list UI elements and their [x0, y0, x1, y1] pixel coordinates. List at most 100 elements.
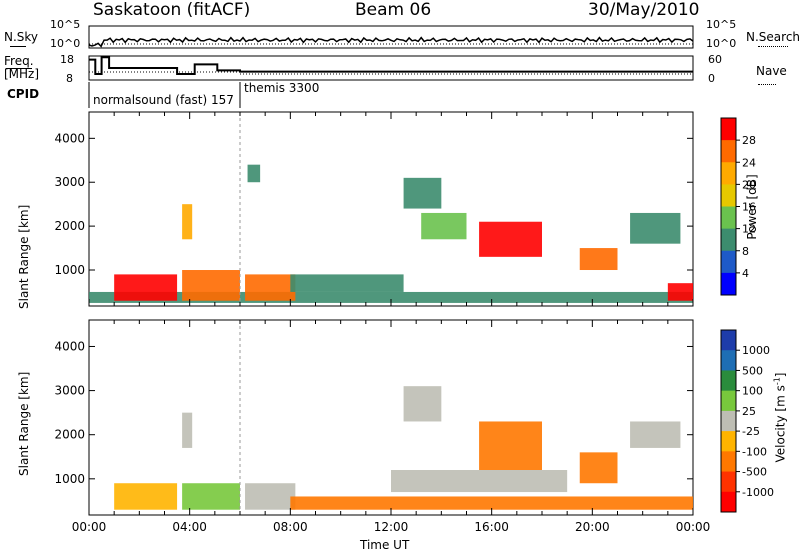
velocity-patch [403, 386, 442, 422]
power-ytick-label: 4000 [54, 131, 85, 145]
date-title: 30/May/2010 [588, 0, 700, 20]
power-cbar-cell [721, 228, 736, 252]
velocity-ytick-label: 1000 [54, 472, 85, 486]
power-cbar-cell [721, 184, 736, 207]
xtick-label: 08:00 [273, 520, 308, 534]
freq-line [89, 56, 693, 75]
power-cbar-label: 28 [742, 134, 756, 147]
power-patch [403, 177, 442, 209]
power-patch [182, 270, 240, 301]
nave-ytick-bottom: 0 [708, 72, 715, 85]
freq-ytick-top: 18 [60, 53, 74, 66]
power-patch [182, 204, 193, 240]
noise-ytick-right-top: 10^5 [706, 18, 737, 31]
nave-legend-line [758, 84, 776, 85]
power-cbar-label: 4 [742, 267, 749, 280]
station-title: Saskatoon (fitACF) [93, 0, 251, 20]
velocity-cbar-label: -500 [742, 466, 767, 479]
power-cbar-cell [721, 272, 736, 296]
velocity-patch [479, 421, 542, 470]
noise-sky-legend-line [10, 46, 26, 47]
freq-legend-line [6, 68, 32, 69]
velocity-ytick-label: 2000 [54, 428, 85, 442]
power-cbar-cell [721, 250, 736, 274]
velocity-cbar-cell [721, 431, 736, 452]
xtick-label: 00:00 [676, 520, 711, 534]
power-patch [579, 248, 618, 271]
noise-sky-line [88, 36, 694, 48]
xtick-label: 04:00 [172, 520, 207, 534]
xtick-label: 00:00 [72, 520, 107, 534]
xtick-label: 16:00 [474, 520, 509, 534]
velocity-cbar-label: 1000 [742, 344, 770, 357]
velocity-cbar-frame [720, 329, 737, 513]
noise-search-label: N.Search [746, 30, 800, 44]
velocity-patch [182, 412, 193, 448]
velocity-cbar-cell [721, 491, 736, 513]
velocity-cbar-label: 500 [742, 364, 763, 377]
freq-ytick-bottom: 8 [66, 72, 73, 85]
beam-title: Beam 06 [355, 0, 432, 20]
time-ut-label: Time UT [360, 538, 410, 552]
cpid-entry-1: normalsound (fast) 157 [93, 93, 234, 107]
power-patch [247, 164, 261, 183]
power-patch [114, 274, 178, 301]
power-patch [290, 274, 404, 292]
power-cbar-label: 12 [742, 223, 756, 236]
cpid-entry-2: themis 3300 [244, 81, 320, 95]
power-patch [421, 212, 467, 240]
velocity-ytick-label: 4000 [54, 339, 85, 353]
velocity-cbar-label: -25 [742, 425, 760, 438]
nave-label: Nave [756, 64, 787, 78]
power-cbar-label: 8 [742, 245, 749, 258]
freq-panel-frame [88, 55, 694, 81]
xtick-label: 20:00 [575, 520, 610, 534]
cpid-label: CPID [7, 87, 40, 101]
power-ytick-label: 1000 [54, 263, 85, 277]
noise-search-legend-line [758, 46, 788, 47]
power-patch [479, 221, 542, 257]
velocity-patch [391, 470, 568, 493]
velocity-patch [182, 483, 240, 510]
noise-ytick-right-bottom: 10^0 [706, 37, 737, 50]
power-cbar-label: 20 [742, 178, 756, 191]
power-patch [630, 212, 681, 244]
nave-ytick-top: 60 [708, 53, 722, 66]
velocity-cbar-cell [721, 451, 736, 473]
velocity-cbar-label: 100 [742, 385, 763, 398]
velocity-cbar-label: 25 [742, 405, 756, 418]
velocity-patch [579, 452, 618, 484]
power-patch [245, 274, 296, 301]
power-patch [667, 283, 693, 301]
power-ytick-label: 3000 [54, 175, 85, 189]
xtick-label: 12:00 [374, 520, 409, 534]
velocity-patch [630, 421, 681, 448]
velocity-cbar-cell [721, 350, 736, 371]
noise-sky-label: N.Sky [4, 30, 39, 44]
velocity-ytick-label: 3000 [54, 384, 85, 398]
velocity-cbar-label: -1000 [742, 486, 774, 499]
velocity-cbar-cell [721, 390, 736, 412]
noise-ytick-left-top: 10^5 [50, 18, 81, 31]
power-ytick-label: 2000 [54, 219, 85, 233]
velocity-patch [114, 483, 178, 510]
velocity-patch [245, 483, 296, 510]
power-cbar-cell [721, 118, 736, 141]
velocity-cbar-cell [721, 370, 736, 392]
power-cbar-cell [721, 140, 736, 163]
power-cbar-label: 16 [742, 201, 756, 214]
power-cbar-cell [721, 162, 736, 185]
noise-panel-frame [88, 25, 694, 49]
power-patch [89, 291, 693, 303]
velocity-cbar-cell [721, 471, 736, 493]
power-cbar-cell [721, 206, 736, 230]
velocity-cbar-cell [721, 410, 736, 432]
freq-label-1: Freq. [4, 54, 34, 68]
velocity-cbar-label: -100 [742, 445, 767, 458]
power-cbar-label: 24 [742, 156, 756, 169]
freq-label-2: [MHz] [4, 67, 40, 81]
velocity-cbar-cell [721, 330, 736, 351]
noise-ytick-left-bottom: 10^0 [50, 37, 81, 50]
velocity-patch [290, 496, 693, 510]
